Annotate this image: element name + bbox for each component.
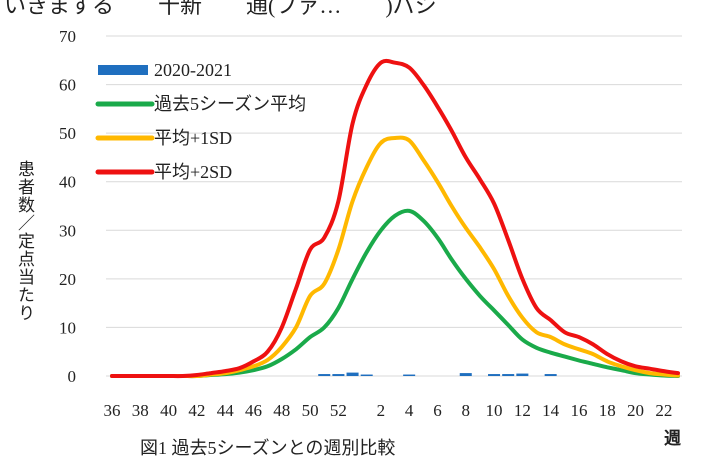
y-tick-label: 60	[59, 76, 76, 95]
bar	[502, 374, 515, 376]
x-tick-label: 40	[160, 401, 177, 420]
y-axis-ticks: 0 10 20 30 40 50 60 70	[59, 27, 76, 386]
x-tick-label: 18	[599, 401, 616, 420]
y-tick-label: 30	[59, 221, 76, 240]
legend-label: 平均+2SD	[154, 162, 232, 182]
x-axis-label: 週	[664, 429, 681, 448]
bar	[488, 374, 501, 376]
legend-label: 過去5シーズン平均	[154, 94, 306, 114]
bar	[332, 374, 345, 376]
legend-label: 平均+1SD	[154, 128, 232, 148]
bar	[544, 374, 557, 376]
bar	[459, 373, 472, 376]
gridlines	[106, 35, 682, 377]
x-tick-label: 16	[570, 401, 587, 420]
x-tick-label: 44	[217, 401, 235, 420]
y-tick-label: 70	[59, 27, 76, 46]
x-tick-label: 20	[627, 401, 644, 420]
x-tick-label: 48	[273, 401, 290, 420]
y-tick-label: 20	[59, 270, 76, 289]
x-tick-label: 50	[302, 401, 319, 420]
x-tick-label: 42	[188, 401, 205, 420]
chart-frame: いきまする 十新 通(ファ… )パシ 0 10 20 30 40 50 60 70 36 38 4…	[4, 0, 682, 458]
x-tick-label: 4	[405, 401, 414, 420]
x-tick-label: 46	[245, 401, 262, 420]
y-axis-label: 患者数／定点当たり	[15, 160, 34, 322]
bar	[403, 374, 416, 376]
top-caption: いきまする 十新 通(ファ… )パシ	[4, 0, 437, 18]
x-tick-label: 6	[433, 401, 442, 420]
x-tick-label: 12	[514, 401, 531, 420]
x-tick-label: 22	[655, 401, 672, 420]
bar	[516, 373, 529, 376]
legend-swatch	[98, 65, 148, 75]
x-tick-label: 10	[486, 401, 503, 420]
bar	[318, 374, 331, 376]
x-tick-label: 2	[377, 401, 386, 420]
bar	[346, 372, 359, 376]
x-tick-label: 52	[330, 401, 347, 420]
series-line	[110, 208, 680, 379]
x-tick-label: 38	[132, 401, 149, 420]
y-tick-label: 50	[59, 124, 76, 143]
bar	[360, 374, 373, 376]
figure-caption: 図1 過去5シーズンとの週別比較	[140, 438, 396, 458]
x-axis-ticks: 36 38 40 42 44 46 48 50 52 2 4 6 8 10 12 14 16 18 20 22	[104, 401, 673, 420]
x-tick-label: 8	[462, 401, 471, 420]
series-line	[110, 58, 680, 379]
y-tick-label: 0	[68, 367, 77, 386]
y-tick-label: 10	[59, 318, 76, 337]
line-series	[110, 58, 680, 379]
x-tick-label: 14	[542, 401, 560, 420]
y-tick-label: 40	[59, 173, 76, 192]
x-tick-label: 36	[104, 401, 121, 420]
legend-label: 2020-2021	[154, 60, 232, 80]
